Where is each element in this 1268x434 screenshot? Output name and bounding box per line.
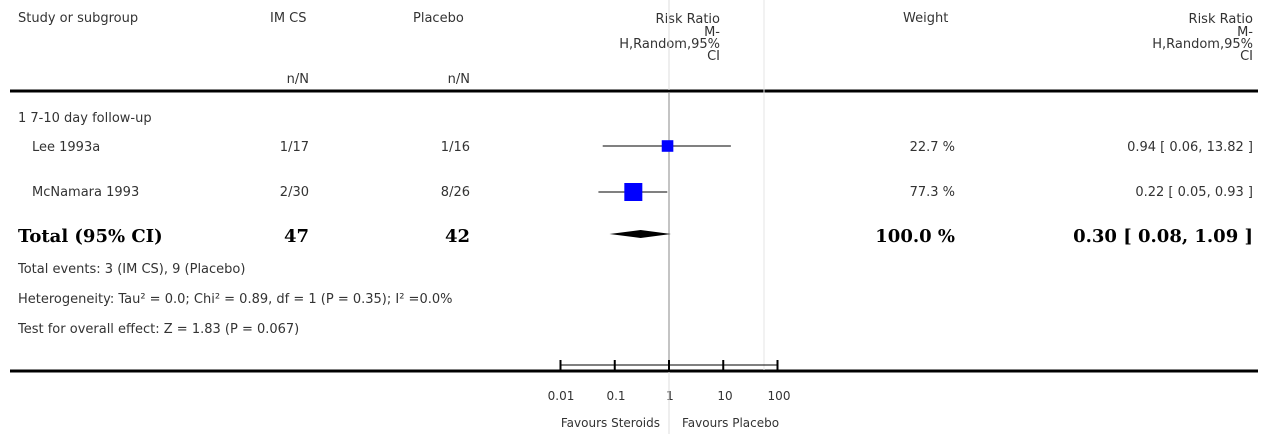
point-estimate-marker	[624, 183, 643, 201]
header-study: Study or subgroup	[18, 11, 139, 26]
axis-tick-label: 0.1	[606, 389, 626, 403]
study-ex: 2/30	[279, 185, 309, 200]
study-ctrl: 1/16	[440, 140, 470, 155]
header-nN-ctrl: n/N	[447, 72, 470, 87]
study-ci-text: 0.94 [ 0.06, 13.82 ]	[1127, 140, 1253, 155]
header-rr-plot: Risk Ratio M- H,Random,95% CI	[619, 12, 720, 64]
total-weight: 100.0 %	[875, 226, 955, 247]
axis-tick-label: 100	[767, 389, 791, 403]
axis-tick-label: 1	[666, 389, 674, 403]
header-nN-ex: n/N	[286, 72, 309, 87]
total-ci-text: 0.30 [ 0.08, 1.09 ]	[1073, 226, 1253, 247]
point-estimate-marker	[661, 140, 674, 152]
subgroup-label: 1 7-10 day follow-up	[18, 111, 152, 126]
study-name: Lee 1993a	[32, 140, 101, 155]
header-rr-text: Risk Ratio M- H,Random,95% CI	[1152, 12, 1253, 64]
study-name: McNamara 1993	[32, 185, 140, 200]
study-ci-text: 0.22 [ 0.05, 0.93 ]	[1135, 185, 1253, 200]
axis-tick-label: 10	[717, 389, 733, 403]
header-weight: Weight	[903, 11, 949, 26]
axis-tick-label: 0.01	[547, 389, 575, 403]
study-weight: 22.7 %	[909, 140, 955, 155]
study-ex: 1/17	[279, 140, 309, 155]
study-weight: 77.3 %	[909, 185, 955, 200]
overall-effect: Test for overall effect: Z = 1.83 (P = 0…	[18, 322, 300, 337]
favours-right: Favours Placebo	[682, 416, 780, 430]
total-ctrl: 42	[444, 226, 470, 247]
study-ctrl: 8/26	[440, 185, 470, 200]
total-events: Total events: 3 (IM CS), 9 (Placebo)	[18, 262, 246, 277]
favours-left: Favours Steroids	[560, 416, 660, 430]
header-ctrl: Placebo	[413, 11, 464, 26]
header-ex: IM CS	[270, 11, 307, 26]
heterogeneity: Heterogeneity: Tau² = 0.0; Chi² = 0.89, …	[18, 292, 453, 307]
total-label: Total (95% CI)	[18, 226, 163, 247]
total-ex: 47	[283, 226, 309, 247]
pooled-diamond	[609, 230, 672, 238]
